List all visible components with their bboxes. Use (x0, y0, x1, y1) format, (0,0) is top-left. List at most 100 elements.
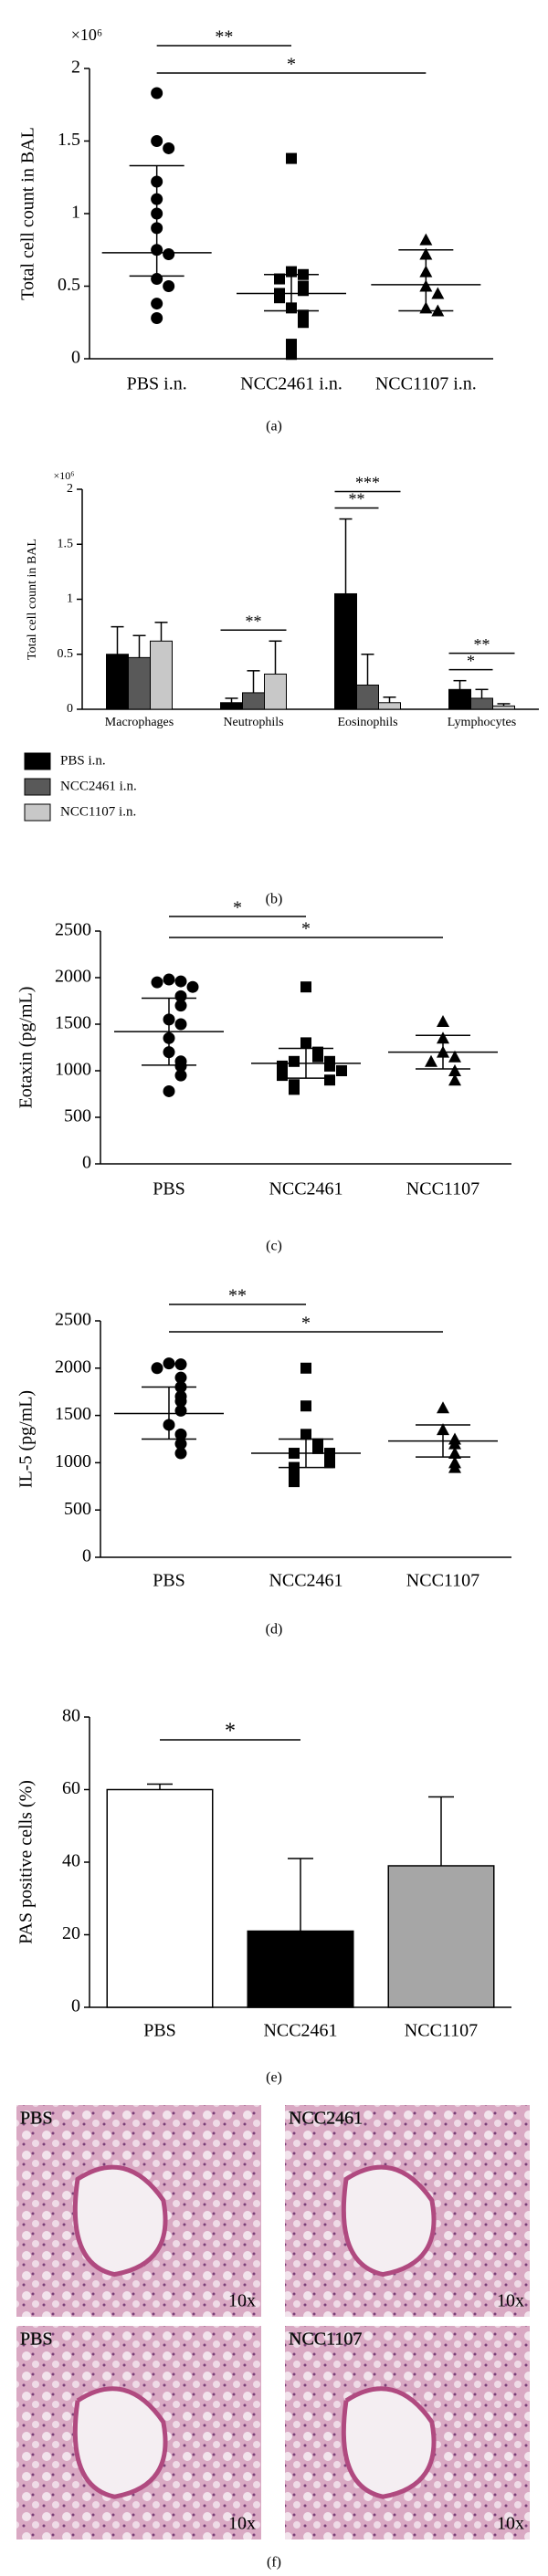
dot (151, 298, 163, 310)
y-tick-label: 60 (62, 1778, 80, 1798)
dot (286, 339, 297, 351)
dot (300, 981, 311, 993)
airway (72, 2386, 168, 2499)
dot (312, 1442, 323, 1454)
significance-label: * (233, 898, 242, 918)
dot (163, 248, 175, 261)
bar (378, 702, 401, 710)
y-tick-label: 1000 (55, 1451, 91, 1471)
y-tick-label: 1 (67, 592, 73, 606)
dot (151, 311, 163, 324)
legend-label: NCC1107 i.n. (60, 804, 136, 819)
y-axis-label: Eotaxin (pg/mL) (16, 987, 37, 1109)
bar (150, 640, 173, 710)
dot (336, 1065, 347, 1076)
x-tick-label: NCC2461 (263, 2021, 337, 2041)
x-tick-label: Eosinophils (337, 716, 397, 729)
bar (106, 654, 129, 710)
dot (174, 990, 187, 1002)
dot (274, 273, 285, 285)
dot (151, 135, 163, 147)
y-tick-label: 2500 (55, 920, 91, 940)
caption: (f) (267, 2555, 281, 2571)
x-tick-label: NCC1107 (405, 2021, 478, 2041)
dot (300, 1362, 311, 1374)
panel-label: PBS (20, 2330, 53, 2350)
y-tick-label: 500 (64, 1499, 91, 1519)
dot (174, 1447, 187, 1460)
bar (492, 705, 515, 710)
x-tick-label: NCC2461 i.n. (240, 374, 342, 394)
bar (470, 697, 493, 710)
y-tick-label: 2 (67, 482, 73, 496)
dot (448, 1447, 461, 1460)
dot (300, 1400, 311, 1412)
significance-label: ** (349, 490, 365, 508)
dot (448, 1050, 461, 1063)
y-tick-label: 0 (67, 702, 73, 716)
y-axis-label: Total cell count in BAL (26, 539, 39, 660)
dot (186, 980, 199, 993)
dot (425, 1054, 437, 1067)
airway (341, 2386, 437, 2499)
dot (151, 87, 163, 99)
significance-label: * (287, 55, 296, 75)
y-tick-label: 80 (62, 1706, 80, 1726)
x-tick-label: PBS (153, 1179, 185, 1199)
panel-label: NCC1107 (289, 2330, 362, 2350)
dot (174, 1060, 187, 1073)
dot (289, 1476, 300, 1488)
dot (163, 280, 175, 292)
dot (163, 141, 175, 154)
y-axis-label: IL-5 (pg/mL) (16, 1390, 37, 1488)
y-tick-label: 1.5 (58, 130, 80, 150)
y-tick-label: 0.5 (58, 647, 74, 661)
legend-label: NCC2461 i.n. (60, 779, 137, 793)
y-axis-label: Total cell count in BAL (18, 127, 38, 300)
y-multiplier: ×10⁶ (54, 469, 75, 482)
x-tick-label: PBS (153, 1571, 185, 1591)
dot (300, 1429, 311, 1440)
y-axis-label: PAS positive cells (%) (16, 1780, 37, 1944)
y-tick-label: 2000 (55, 1356, 91, 1377)
dot (174, 1018, 187, 1031)
x-tick-label: NCC2461 (269, 1179, 342, 1199)
dot (324, 1060, 335, 1072)
magnification: 10x (497, 2514, 524, 2534)
significance-label: * (225, 1720, 236, 1744)
magnification: 10x (228, 2514, 256, 2534)
y-multiplier: ×10⁶ (71, 26, 102, 44)
dot (174, 1069, 187, 1082)
dot (448, 1461, 461, 1473)
significance-label: * (301, 919, 311, 939)
dot (289, 1084, 300, 1095)
bar (128, 656, 151, 710)
dot (437, 1014, 449, 1027)
x-tick-label: NCC2461 (269, 1571, 342, 1591)
y-tick-label: 20 (62, 1923, 80, 1943)
dot (448, 1437, 461, 1450)
bar (106, 1788, 214, 2008)
x-tick-label: Macrophages (105, 716, 174, 729)
y-tick-label: 1.5 (58, 537, 74, 550)
x-tick-label: Neutrophils (223, 716, 283, 729)
y-tick-label: 1000 (55, 1060, 91, 1080)
dot (277, 1070, 288, 1082)
significance-label: * (301, 1314, 311, 1334)
dot (286, 152, 297, 164)
y-tick-label: 1 (71, 203, 80, 223)
dot (431, 287, 445, 299)
bar (220, 702, 243, 710)
caption: (d) (266, 1622, 283, 1638)
dot (298, 285, 309, 297)
magnification: 10x (228, 2291, 256, 2311)
y-tick-label: 2 (71, 58, 80, 78)
dot (174, 1371, 187, 1384)
bar (247, 1930, 354, 2008)
significance-label: ** (228, 1286, 247, 1306)
dot (174, 1358, 187, 1371)
panel-label: PBS (20, 2109, 53, 2129)
dot (448, 1064, 461, 1076)
